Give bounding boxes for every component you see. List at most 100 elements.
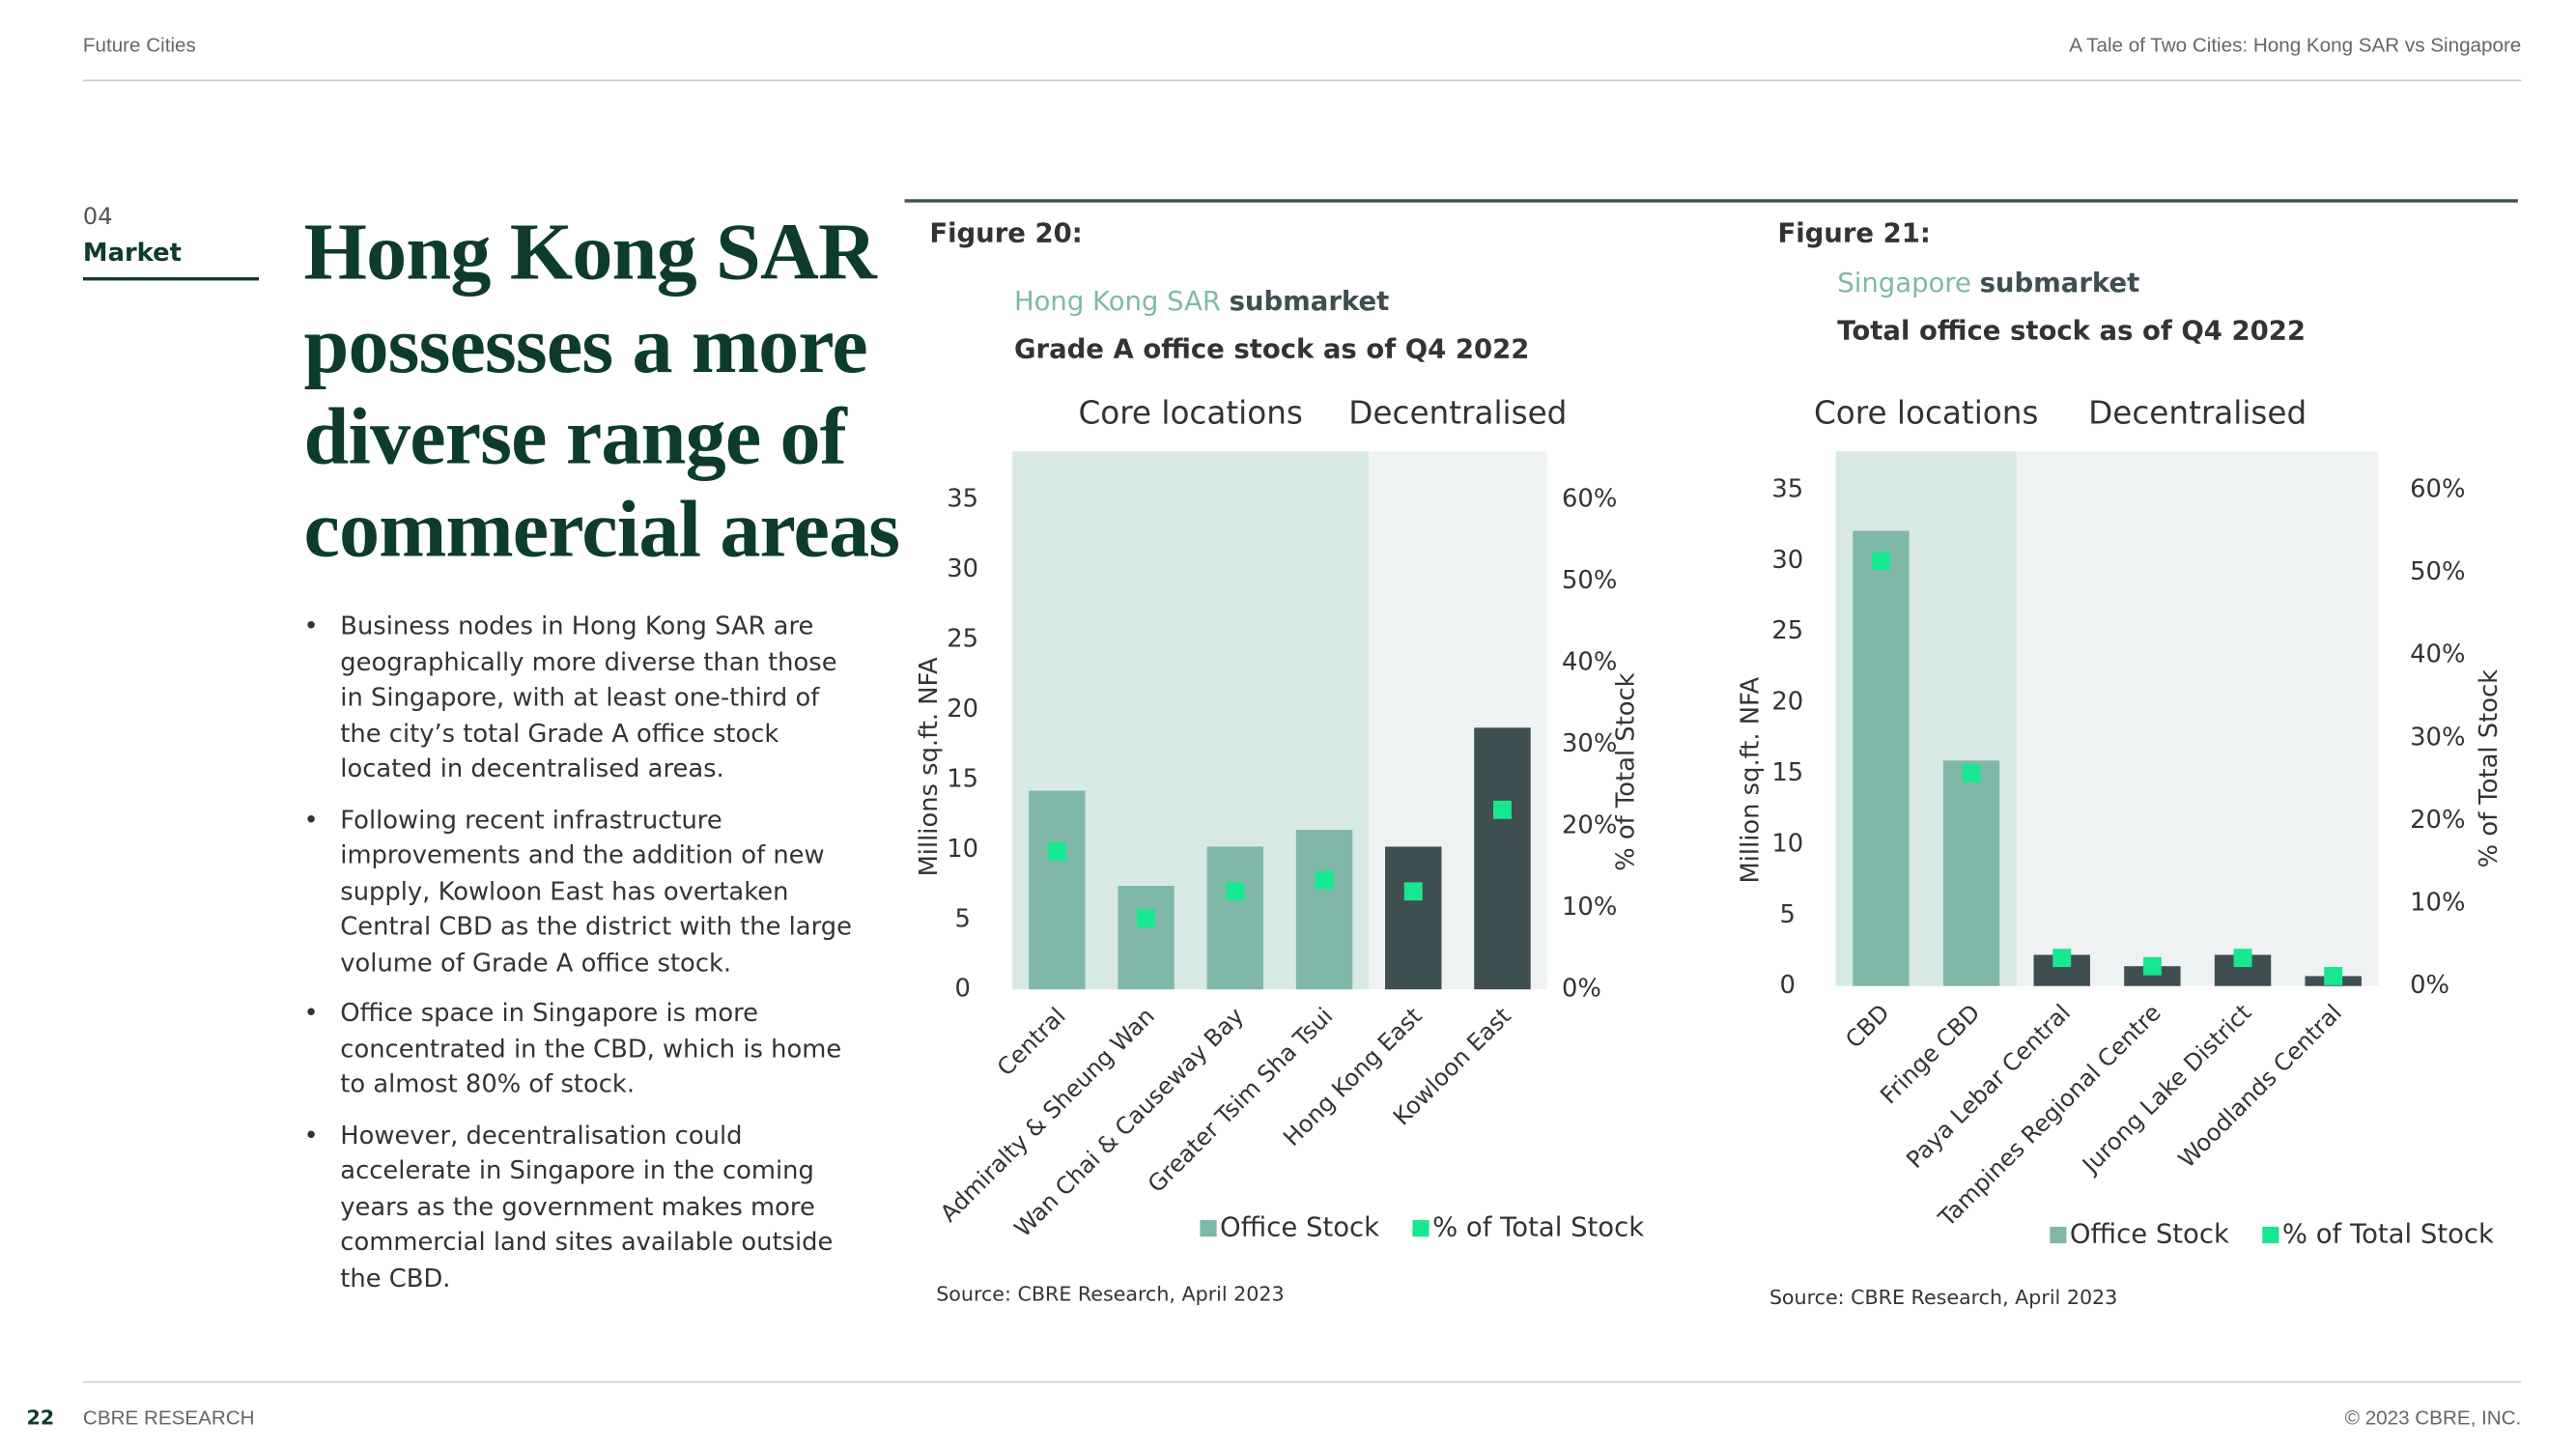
bar xyxy=(1295,830,1353,990)
y2-axis-label: % of Total Stock xyxy=(2475,669,2504,867)
region-background xyxy=(2016,451,2379,986)
subtitle-2: Total office stock as of Q4 2022 xyxy=(1837,316,2306,347)
y-tick-label: 5 xyxy=(1780,900,1796,929)
heading: Hong Kong SAR possesses a more diverse ran… xyxy=(303,206,900,574)
bar xyxy=(1942,760,2000,986)
section-name: Market xyxy=(82,237,182,268)
y2-tick-label: 20% xyxy=(2410,806,2465,835)
y2-tick-label: 0% xyxy=(1562,975,1601,1004)
footer-right: © 2023 CBRE, INC. xyxy=(2344,1406,2522,1430)
marker xyxy=(2052,949,2072,968)
y2-tick-label: 30% xyxy=(2410,723,2465,752)
y2-tick-label: 10% xyxy=(2410,889,2465,918)
marker xyxy=(1137,909,1156,928)
heading-line: commercial areas xyxy=(303,482,900,574)
y-axis-label: Million sq.ft. NFA xyxy=(1736,677,1765,884)
x-tick-label: Central xyxy=(992,1003,1071,1082)
page-number: 22 xyxy=(26,1406,55,1430)
marker xyxy=(1403,882,1423,901)
header-left: Future Cities xyxy=(82,33,196,57)
y-tick-label: 25 xyxy=(1771,616,1803,645)
marker xyxy=(2142,956,2162,976)
y-tick-label: 20 xyxy=(1771,688,1803,717)
source: Source: CBRE Research, April 2023 xyxy=(936,1282,1284,1305)
subtitle-text: submarket xyxy=(1230,286,1390,317)
y-tick-label: 35 xyxy=(1771,474,1803,503)
subtitle-text: submarket xyxy=(1980,268,2140,298)
y2-tick-label: 50% xyxy=(1562,566,1617,595)
bullet-list: Business nodes in Hong Kong SAR are geog… xyxy=(303,610,860,1312)
y-tick-label: 5 xyxy=(954,904,970,933)
legend-swatch xyxy=(1200,1220,1217,1237)
subtitle-highlight: Hong Kong SAR xyxy=(1014,286,1221,317)
subtitle: Hong Kong SAR submarket xyxy=(1014,286,1389,317)
y-tick-label: 10 xyxy=(947,835,978,864)
bar xyxy=(2124,966,2181,986)
y-tick-label: 35 xyxy=(947,485,978,514)
footer-rule xyxy=(82,1380,2522,1383)
bar xyxy=(1206,846,1264,990)
y2-tick-label: 40% xyxy=(1562,648,1617,677)
y2-tick-label: 60% xyxy=(2410,474,2465,503)
heading-line: possesses a more xyxy=(303,298,867,389)
marker xyxy=(1226,882,1245,901)
subtitle-2: Grade A office stock as of Q4 2022 xyxy=(1014,334,1529,365)
bar xyxy=(1118,886,1175,990)
legend-label: % of Total Stock xyxy=(2282,1219,2494,1250)
x-tick-label: Woodlands Central xyxy=(2173,999,2347,1173)
legend-label: % of Total Stock xyxy=(1432,1212,1644,1243)
marker xyxy=(1493,800,1512,819)
bullet: However, decentralisation could accelera… xyxy=(303,1118,860,1296)
region-label: Core locations xyxy=(1078,395,1302,432)
section-rule xyxy=(82,276,260,281)
bar xyxy=(1029,790,1086,990)
region-label: Decentralised xyxy=(2088,395,2307,432)
bar xyxy=(1853,530,1910,986)
figure-title: Figure 21: xyxy=(1777,217,1930,248)
y2-tick-label: 50% xyxy=(2410,557,2465,586)
marker xyxy=(1871,552,1890,571)
x-tick-label: CBD xyxy=(1840,999,1894,1053)
y-tick-label: 20 xyxy=(947,695,978,724)
subtitle-highlight: Singapore xyxy=(1837,268,1971,298)
y-tick-label: 10 xyxy=(1771,829,1803,858)
marker xyxy=(2233,949,2252,968)
legend-swatch xyxy=(2262,1226,2279,1244)
subtitle: Singapore submarket xyxy=(1837,268,2139,298)
y2-tick-label: 60% xyxy=(1562,485,1617,514)
y2-axis-label: % of Total Stock xyxy=(1612,672,1641,870)
heading-line: diverse range of xyxy=(303,389,846,482)
y2-tick-label: 10% xyxy=(1562,893,1617,922)
marker xyxy=(2324,967,2343,985)
bar xyxy=(1385,846,1442,990)
section-number: 04 xyxy=(82,204,113,231)
y-tick-label: 0 xyxy=(1780,971,1796,1000)
legend-label: Office Stock xyxy=(2070,1219,2229,1250)
marker xyxy=(1962,764,1981,783)
marker xyxy=(1315,870,1334,890)
y-tick-label: 0 xyxy=(954,975,970,1004)
y2-tick-label: 20% xyxy=(1562,811,1617,840)
y-tick-label: 30 xyxy=(1771,546,1803,575)
marker xyxy=(1047,841,1066,861)
source: Source: CBRE Research, April 2023 xyxy=(1769,1286,2117,1309)
y-axis-label: Millions sq.ft. NFA xyxy=(915,657,944,876)
header-rule xyxy=(82,79,2522,82)
y2-tick-label: 30% xyxy=(1562,729,1617,758)
y-tick-label: 25 xyxy=(947,625,978,654)
y-tick-label: 30 xyxy=(947,554,978,583)
region-label: Core locations xyxy=(1814,395,2038,432)
figure-title: Figure 20: xyxy=(929,217,1082,248)
header-right: A Tale of Two Cities: Hong Kong SAR vs S… xyxy=(2069,33,2522,57)
y2-tick-label: 40% xyxy=(2410,640,2465,669)
y-tick-label: 15 xyxy=(947,764,978,793)
region-label: Decentralised xyxy=(1348,395,1567,432)
legend-label: Office Stock xyxy=(1220,1212,1379,1243)
bar xyxy=(1474,727,1531,990)
heading-line: Hong Kong SAR xyxy=(303,206,876,298)
x-tick-label: Jurong Lake District xyxy=(2076,999,2256,1179)
y-tick-label: 15 xyxy=(1771,758,1803,787)
